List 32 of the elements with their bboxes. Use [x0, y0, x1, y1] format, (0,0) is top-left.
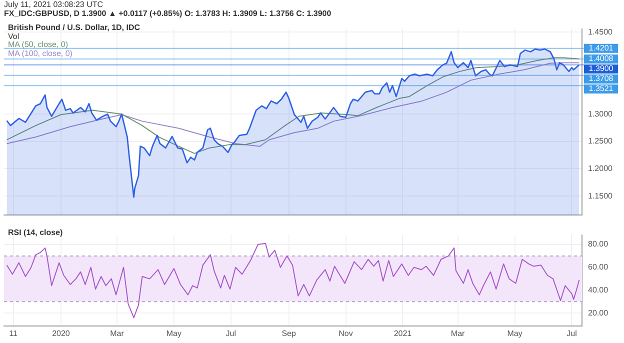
- y-tick-label: 40.00: [588, 285, 609, 294]
- annotation: Vol: [8, 32, 20, 41]
- y-tick-label: 1.1500: [588, 191, 614, 200]
- y-tick-label: 1.2500: [588, 136, 614, 146]
- ref-line-label: 1.3900: [588, 64, 614, 74]
- ref-line-label: 1.3521: [588, 84, 614, 94]
- ref-line-label: 1.4008: [588, 54, 614, 64]
- y-tick-label: 1.3000: [588, 109, 614, 118]
- x-tick-label: May: [166, 329, 182, 338]
- text: MA (50, close, 0): [8, 40, 70, 50]
- y-tick-label: 1.2000: [588, 164, 614, 173]
- x-tick-label: Jul: [566, 329, 578, 338]
- text: July 11, 2021 03:08:23 UTC: [4, 0, 104, 9]
- text: MA (100, close, 0): [8, 48, 74, 58]
- y-tick-label: 20.00: [588, 308, 609, 318]
- x-tick-label: Jul: [226, 329, 236, 338]
- y-tick-label: 1.4500: [588, 27, 614, 36]
- text: FX_IDC:GBPUSD, D 1.3900 ▲ +0.0117 (+0.85%) O: 1.3783 H: 1.3909 L: 1.3756 C: 1.3900: [4, 9, 332, 18]
- x-tick-label: May: [507, 329, 522, 338]
- chart-title: British Pound / U.S. Dollar, 1D, IDC: [8, 23, 140, 32]
- x-tick-label: 2020: [52, 329, 70, 338]
- x-tick-label: 2021: [394, 329, 412, 338]
- x-tick-label: Sep: [282, 329, 296, 338]
- x-tick-label: 11: [9, 329, 18, 338]
- ref-line-label: 1.3708: [588, 74, 614, 84]
- y-tick-label: 60.00: [588, 262, 609, 272]
- x-tick-label: Mar: [110, 329, 124, 338]
- x-tick-label: Nov: [338, 329, 353, 338]
- y-tick-label: 80.00: [588, 240, 609, 249]
- ref-line-label: 1.4201: [588, 44, 614, 53]
- chart-title: RSI (14, close): [8, 228, 63, 238]
- x-tick-label: Mar: [450, 329, 466, 338]
